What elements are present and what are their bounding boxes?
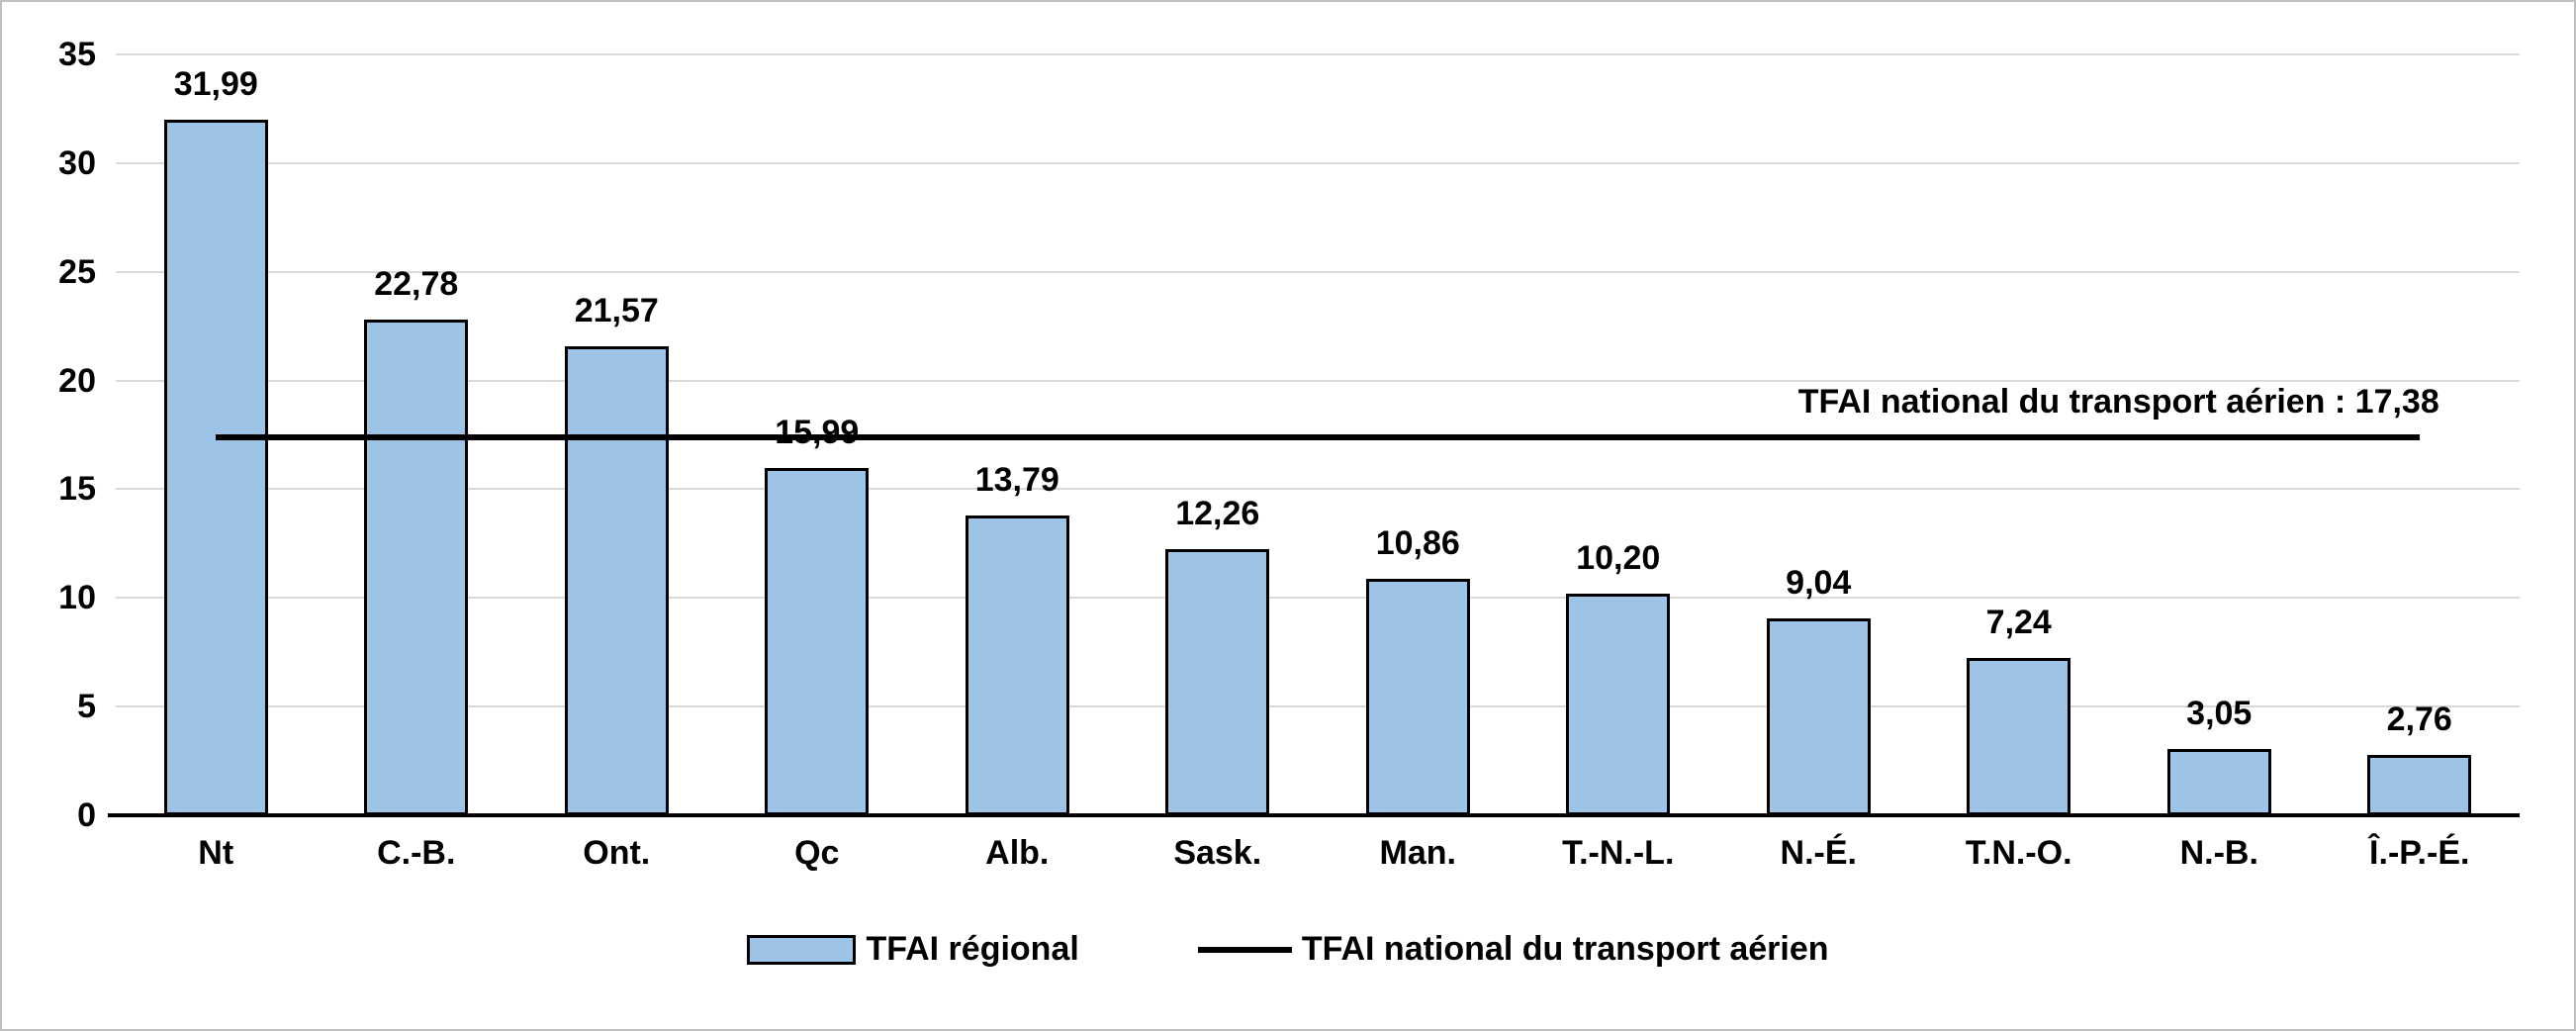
bar-value-label: 10,20 [1576,538,1661,577]
y-axis-label: 35 [58,36,96,73]
bar-value-label: 31,99 [173,65,258,104]
y-axis-label: 30 [58,143,96,182]
bar-value-label: 3,05 [2186,694,2253,732]
bar-value-label: 13,79 [974,461,1059,499]
bar-value-label: 21,57 [574,292,659,330]
x-axis-label: Sask. [1173,834,1262,872]
x-axis-label: C.-B. [377,834,456,872]
y-axis-label: 25 [58,252,96,291]
y-axis-label: 10 [58,579,96,617]
bar-value-label: 9,04 [1786,564,1852,603]
gridline [116,270,2520,273]
bar-value-label: 22,78 [374,265,459,304]
bar-value-label: 2,76 [2386,701,2452,739]
bar [1165,548,1270,815]
y-axis-label: 0 [77,797,96,834]
gridline [116,488,2520,491]
x-axis-label: Nt [198,834,234,872]
legend-line-swatch-icon [1197,946,1292,953]
bar [1566,593,1671,815]
bar [1365,579,1470,815]
x-axis-label: N.-É. [1780,834,1857,872]
reference-line-label: TFAI national du transport aérien : 17,3… [1797,383,2439,422]
bar-value-label: 7,24 [1985,603,2052,641]
legend-item-regional: TFAI régional [747,930,1079,969]
bar [765,467,870,815]
x-axis-label: Qc [794,834,840,872]
x-axis-label: Man. [1379,834,1456,872]
legend: TFAI régional TFAI national du transport… [2,930,2574,969]
x-axis-label: T.-N.-L. [1562,834,1675,872]
bar-value-label: 10,86 [1375,524,1460,563]
x-axis-label: T.N.-O. [1965,834,2072,872]
bar [1766,618,1871,815]
x-axis-label: N.-B. [2179,834,2258,872]
x-axis-line [108,813,2520,817]
bar [364,320,469,815]
bar-value-label: 15,99 [775,413,860,451]
gridline [116,705,2520,708]
bar [1967,657,2071,815]
y-axis-label: 5 [77,688,96,726]
legend-label-regional: TFAI régional [866,930,1079,968]
legend-bar-swatch-icon [747,934,857,965]
y-axis-label: 20 [58,361,96,400]
legend-item-national: TFAI national du transport aérien [1197,930,1829,969]
x-axis-label: Î.-P.-É. [2369,834,2470,872]
gridline [116,379,2520,382]
bar [2367,755,2472,815]
bar [564,346,669,815]
x-axis-label: Alb. [985,834,1050,872]
legend-label-national: TFAI national du transport aérien [1301,930,1829,968]
bar-value-label: 12,26 [1175,494,1260,532]
x-axis-label: Ont. [583,834,651,872]
bar [163,120,268,815]
reference-line [216,434,2420,441]
y-axis-label: 15 [58,470,96,509]
gridline [116,53,2520,55]
gridline [116,597,2520,600]
bar [965,516,1069,815]
gridline [116,161,2520,164]
bar [2166,748,2271,815]
